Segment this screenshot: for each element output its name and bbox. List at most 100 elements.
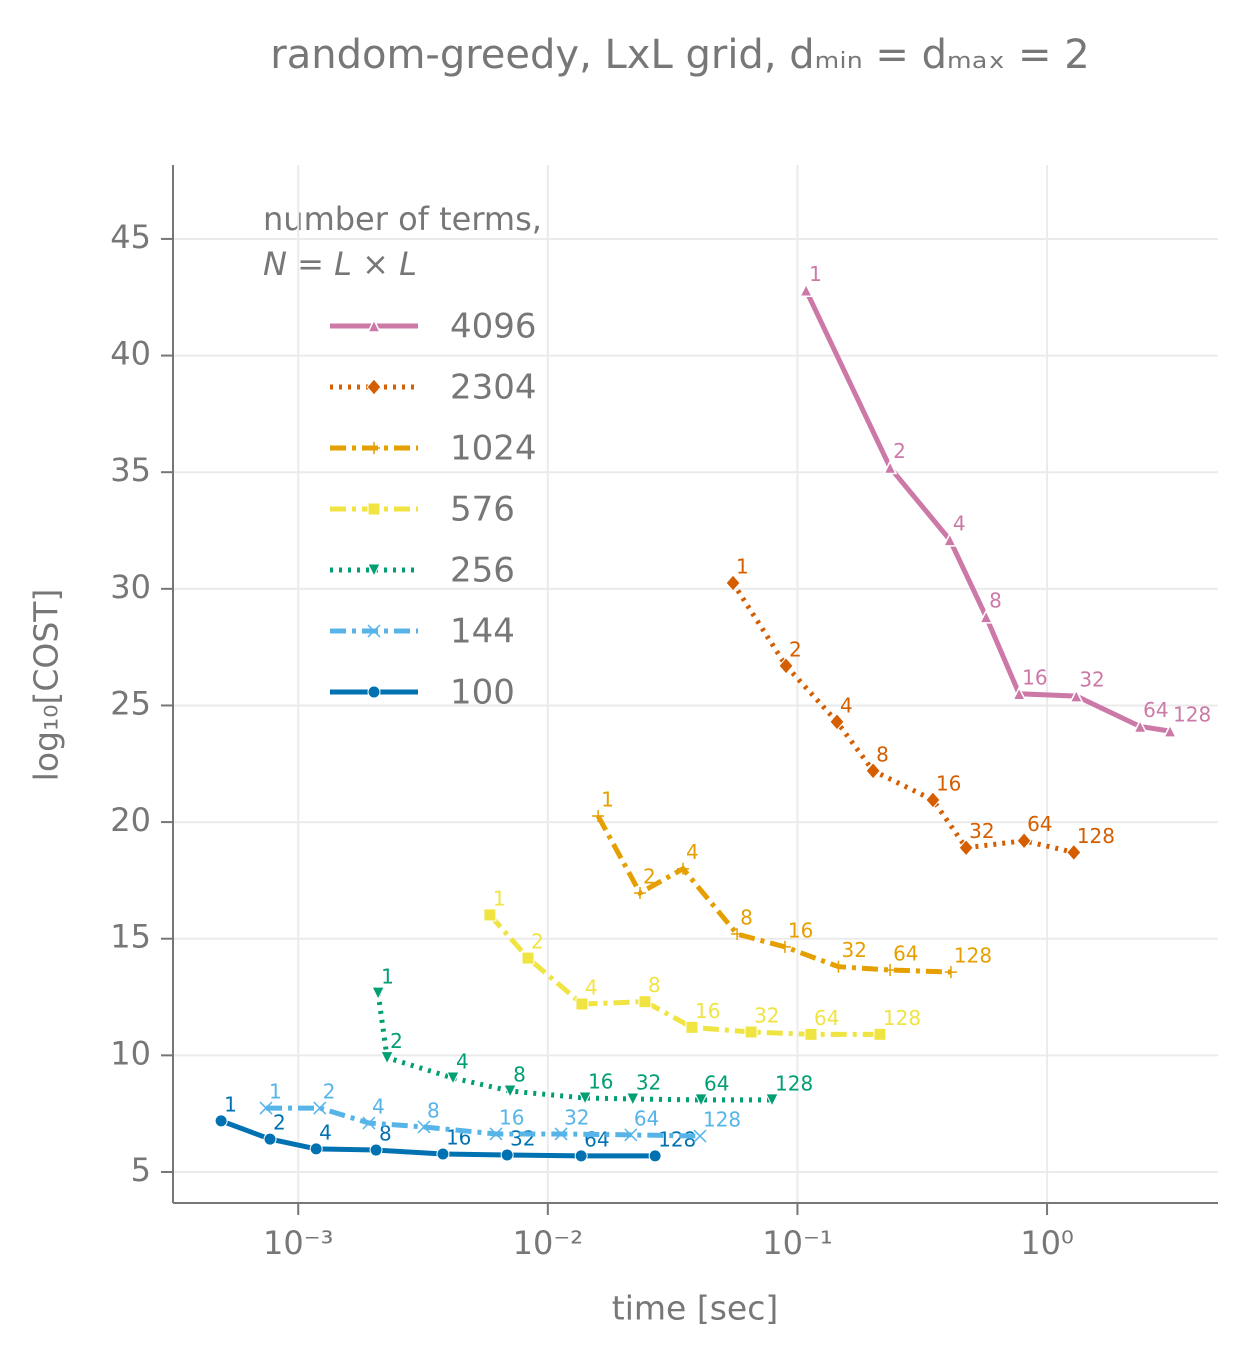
- point-label: 4: [372, 1094, 385, 1118]
- legend-subtitle: N = L × L: [263, 245, 417, 283]
- point-label: 2: [531, 930, 544, 954]
- marker: [804, 1027, 818, 1041]
- point-label: 64: [1027, 812, 1052, 836]
- point-label: 4: [456, 1049, 469, 1073]
- point-label: 16: [695, 999, 720, 1023]
- point-label: 2: [893, 439, 906, 463]
- marker: [368, 442, 380, 454]
- point-label: 128: [703, 1108, 741, 1132]
- marker: [693, 1129, 707, 1143]
- point-label: 128: [954, 944, 992, 968]
- point-label: 8: [427, 1098, 440, 1122]
- y-tick-label: 40: [110, 335, 151, 373]
- marker: [1011, 686, 1027, 701]
- marker: [483, 908, 497, 922]
- marker: [829, 713, 845, 731]
- point-label: 4: [319, 1120, 332, 1144]
- point-label: 64: [1143, 698, 1168, 722]
- point-label: 128: [883, 1006, 921, 1030]
- point-label: 64: [814, 1006, 839, 1030]
- marker: [259, 1101, 273, 1115]
- marker: [367, 624, 381, 638]
- marker: [366, 318, 382, 333]
- point-label: 32: [510, 1126, 535, 1150]
- marker: [778, 657, 794, 675]
- marker: [832, 960, 845, 973]
- point-label: 1: [224, 1092, 237, 1116]
- marker: [500, 1148, 514, 1162]
- marker: [362, 1116, 376, 1130]
- point-label: 2: [323, 1080, 336, 1104]
- point-label: 128: [1077, 824, 1115, 848]
- point-label: 1: [269, 1080, 282, 1104]
- marker: [865, 762, 881, 780]
- y-tick-label: 30: [110, 568, 151, 606]
- marker: [578, 1091, 592, 1106]
- point-label: 128: [775, 1071, 813, 1095]
- marker: [1132, 718, 1148, 734]
- point-label: 16: [499, 1105, 524, 1129]
- marker: [554, 1127, 568, 1141]
- series-line: [220, 1118, 656, 1159]
- point-label: 16: [788, 918, 813, 942]
- y-tick-label: 10: [110, 1034, 151, 1072]
- marker: [725, 574, 741, 592]
- point-label: 1: [736, 554, 749, 578]
- marker: [626, 1092, 640, 1107]
- legend-title: number of terms,: [263, 200, 542, 238]
- marker: [978, 609, 994, 624]
- y-tick-label: 35: [110, 451, 151, 489]
- legend-label: 1024: [450, 429, 537, 469]
- y-tick-label: 15: [110, 918, 151, 956]
- marker: [1016, 831, 1032, 850]
- point-label: 32: [1079, 668, 1104, 692]
- marker: [633, 887, 646, 899]
- point-label: 2: [273, 1111, 286, 1135]
- point-label: 32: [841, 938, 866, 962]
- legend-label: 144: [450, 612, 515, 652]
- marker: [1162, 723, 1178, 738]
- point-label: 1: [809, 262, 822, 286]
- point-label: 2: [390, 1029, 403, 1053]
- marker: [417, 1120, 431, 1134]
- marker: [367, 502, 381, 516]
- y-tick-label: 25: [110, 684, 151, 722]
- marker: [503, 1084, 517, 1099]
- marker: [446, 1071, 460, 1086]
- x-tick-label: 10⁻²: [513, 1224, 583, 1262]
- point-label: 8: [379, 1122, 392, 1146]
- point-label: 4: [953, 511, 966, 535]
- marker: [731, 928, 744, 941]
- point-label: 32: [969, 819, 994, 843]
- legend-label: 256: [450, 551, 515, 591]
- marker: [677, 862, 690, 875]
- legend-label: 576: [450, 490, 515, 530]
- marker: [371, 986, 385, 1001]
- marker: [313, 1101, 327, 1115]
- marker: [436, 1147, 450, 1161]
- y-axis-label: log₁₀[COST]: [27, 589, 66, 782]
- y-tick-label: 45: [110, 218, 151, 256]
- point-label: 8: [513, 1063, 526, 1087]
- point-label: 16: [1022, 665, 1047, 689]
- marker: [765, 1093, 779, 1108]
- point-label: 4: [585, 976, 598, 1000]
- x-axis-label: time [sec]: [612, 1289, 778, 1328]
- marker: [1069, 688, 1084, 703]
- point-label: 32: [636, 1070, 661, 1094]
- marker: [942, 532, 958, 547]
- marker: [798, 282, 814, 298]
- legend-label: 4096: [450, 307, 537, 347]
- marker: [624, 1128, 638, 1142]
- series-line: [803, 289, 1171, 734]
- point-label: 2: [789, 637, 802, 661]
- marker: [575, 997, 589, 1011]
- point-label: 8: [989, 588, 1002, 612]
- point-label: 64: [584, 1127, 609, 1151]
